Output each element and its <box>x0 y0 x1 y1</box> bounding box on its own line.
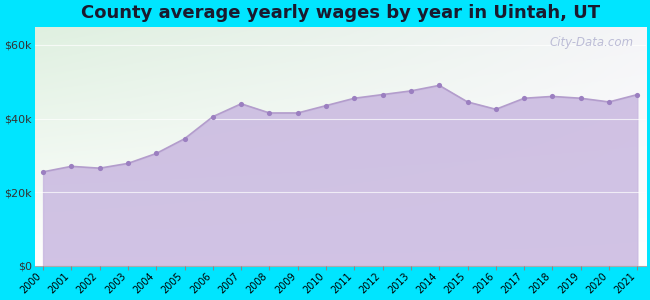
Point <box>151 151 161 156</box>
Point <box>123 161 133 166</box>
Point <box>38 169 48 174</box>
Point <box>632 92 643 97</box>
Point <box>179 136 190 141</box>
Point <box>519 96 529 101</box>
Title: County average yearly wages by year in Uintah, UT: County average yearly wages by year in U… <box>81 4 600 22</box>
Point <box>207 114 218 119</box>
Point <box>349 96 359 101</box>
Point <box>406 88 416 93</box>
Text: City-Data.com: City-Data.com <box>549 36 634 49</box>
Point <box>547 94 558 99</box>
Point <box>321 103 332 108</box>
Point <box>265 111 275 116</box>
Point <box>575 96 586 101</box>
Point <box>292 111 303 116</box>
Point <box>94 166 105 171</box>
Point <box>491 107 501 112</box>
Point <box>236 101 246 106</box>
Point <box>604 100 614 104</box>
Point <box>378 92 388 97</box>
Point <box>462 100 473 104</box>
Point <box>66 164 77 169</box>
Point <box>434 83 445 88</box>
